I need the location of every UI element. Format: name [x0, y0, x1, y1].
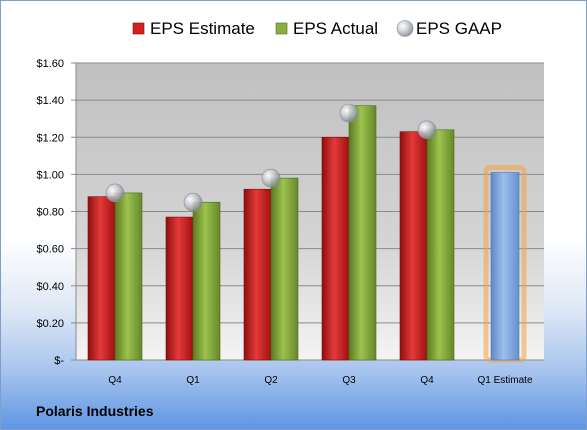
company-name: Polaris Industries: [36, 403, 154, 419]
y-tick-label: $0.40: [36, 281, 64, 293]
forecast-bar: [490, 172, 520, 361]
eps-estimate-bar: [165, 216, 194, 361]
eps-gaap-marker: [417, 120, 437, 140]
y-tick-label: $0.20: [36, 318, 64, 330]
x-tick-label: Q4: [420, 375, 434, 386]
y-tick-label: $1.40: [36, 95, 64, 107]
legend-label-eps-actual: EPS Actual: [293, 19, 378, 38]
eps-estimate-bar: [399, 131, 428, 361]
eps-actual-bar: [114, 192, 143, 361]
eps-gaap-marker: [105, 183, 125, 203]
x-tick-label: Q3: [342, 375, 356, 386]
plot-area: $- $0.20 $0.40 $0.60 $0.80 $1.00 $1.20 $1.40 $1.…: [36, 58, 544, 386]
legend-swatch-eps-estimate: [132, 22, 145, 35]
legend-swatch-eps-actual: [275, 22, 288, 35]
x-tick-label: Q2: [264, 375, 278, 386]
x-tick-label: Q4: [108, 375, 122, 386]
eps-actual-bar: [192, 201, 221, 361]
legend: EPS Estimate EPS Actual EPS GAAP: [132, 19, 502, 38]
eps-actual-bar: [426, 129, 455, 361]
legend-swatch-eps-gaap: [396, 20, 414, 37]
eps-actual-bar: [270, 177, 299, 361]
y-tick-label: $1.00: [36, 169, 64, 181]
y-tick-label: $1.20: [36, 132, 64, 144]
x-tick-label: Q1 Estimate: [477, 375, 532, 386]
eps-gaap-marker: [339, 103, 359, 123]
y-tick-label: $-: [54, 355, 64, 367]
y-tick-label: $0.60: [36, 244, 64, 256]
eps-gaap-marker: [183, 192, 203, 212]
y-tick-label: $0.80: [36, 207, 64, 219]
x-tick-label: Q1: [186, 375, 200, 386]
eps-estimate-bar: [87, 196, 116, 361]
legend-label-eps-estimate: EPS Estimate: [150, 19, 255, 38]
eps-actual-bar: [348, 105, 377, 361]
eps-gaap-marker: [261, 168, 281, 188]
eps-estimate-bar: [321, 136, 350, 361]
legend-label-eps-gaap: EPS GAAP: [416, 19, 502, 38]
y-tick-label: $1.60: [36, 58, 64, 70]
eps-estimate-bar: [243, 188, 272, 361]
